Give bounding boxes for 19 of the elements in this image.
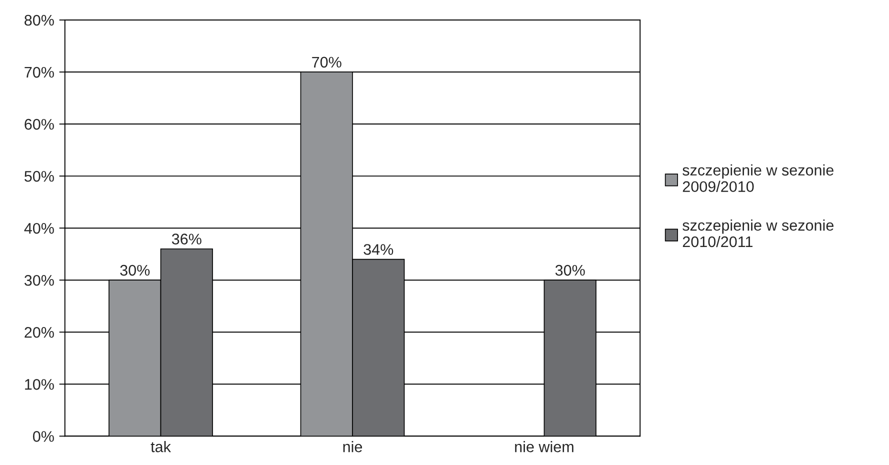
x-tick-label: tak [150,441,171,452]
y-tick-label: 0% [32,431,54,442]
data-label: 34% [364,244,394,255]
x-tick-label: nie wiem [515,441,574,452]
y-tick-label: 10% [25,379,54,390]
y-tick-label: 20% [24,326,54,338]
y-tick-label: 50% [24,170,54,182]
y-tick-label: 80% [24,14,54,26]
legend-label: szczepienie w sezonie 2010/2011 [682,219,834,248]
data-label: 30% [555,264,585,276]
data-label: 30% [120,264,150,276]
data-label: 70% [312,56,342,68]
y-tick-label: 40% [24,222,54,234]
y-tick-label: 60% [24,118,54,130]
legend-label: szczepienie w sezonie 2009/2010 [682,164,834,192]
y-tick-label: 70% [24,66,54,78]
data-label: 36% [172,234,202,244]
y-tick-label: 30% [24,274,54,286]
x-tick-label: nie [343,441,362,452]
